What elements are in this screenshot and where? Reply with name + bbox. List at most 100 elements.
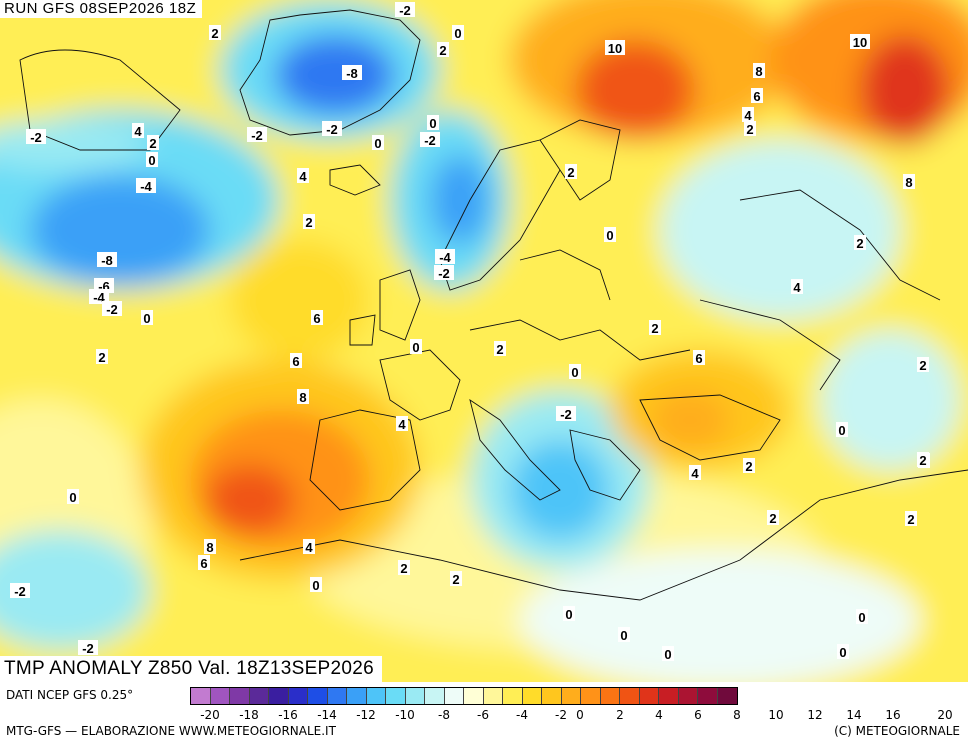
colorbar-swatch (327, 688, 347, 704)
colorbar-swatch (249, 688, 269, 704)
contour-label-bg (297, 168, 309, 183)
contour-label-bg (917, 452, 929, 467)
credit-left: MTG-GFS — ELABORAZIONE WWW.METEOGIORNALE… (6, 724, 336, 738)
contour-label: 0 (571, 365, 578, 380)
contour-label-bg (742, 107, 754, 122)
contour-label: 2 (496, 342, 503, 357)
contour-label: -2 (14, 584, 26, 599)
contour-label: 4 (793, 280, 801, 295)
colorbar-swatch (620, 688, 640, 704)
contour-label-bg (372, 135, 384, 150)
contour-label: 4 (305, 540, 313, 555)
contour-label: 4 (691, 466, 699, 481)
contour-label: 0 (620, 628, 627, 643)
contour-label-bg (10, 583, 30, 598)
contour-label-bg (427, 115, 439, 130)
colorbar-swatch (464, 688, 484, 704)
contour-label-bg (450, 571, 462, 586)
colorbar-tick-label: -2 (555, 708, 567, 722)
contour-label-bg (96, 349, 108, 364)
contour-label: -8 (101, 253, 113, 268)
contour-label-bg (767, 510, 779, 525)
contour-label: 0 (429, 116, 436, 131)
contour-label-bg (26, 129, 46, 144)
valid-time-title: TMP ANOMALY Z850 Val. 18Z13SEP2026 (0, 656, 382, 682)
colorbar-tick-label: 8 (733, 708, 741, 722)
contour-label: 0 (454, 26, 461, 41)
colorbar-swatch (425, 688, 445, 704)
contour-label: 2 (907, 512, 914, 527)
contour-label: -4 (140, 179, 152, 194)
colorbar-tick-label: -14 (317, 708, 337, 722)
contour-label: 8 (299, 390, 306, 405)
contour-label-bg (434, 265, 454, 280)
colorbar-swatch (191, 688, 211, 704)
contour-label-bg (693, 350, 705, 365)
contour-label-bg (435, 249, 455, 264)
colorbar-tick-label: -8 (438, 708, 450, 722)
contour-label: 2 (452, 572, 459, 587)
contour-label-bg (744, 121, 756, 136)
contour-label-bg (209, 25, 221, 40)
contour-label-bg (342, 65, 362, 80)
colorbar-swatch (600, 688, 620, 704)
contour-label: 0 (69, 490, 76, 505)
contour-label-bg (563, 606, 575, 621)
colorbar-tick-label: 0 (576, 708, 584, 722)
contour-label: 0 (664, 647, 671, 662)
colorbar-tick-label: 14 (846, 708, 862, 722)
contour-label: -2 (399, 3, 411, 18)
colorbar-swatch (444, 688, 464, 704)
contour-label: 0 (143, 311, 150, 326)
contour-label: 0 (148, 153, 155, 168)
contour-label: 0 (565, 607, 572, 622)
contour-label-bg (198, 555, 210, 570)
contour-label-bg (102, 301, 122, 316)
contour-label: 2 (746, 122, 753, 137)
contour-label-bg (565, 164, 577, 179)
contour-label-bg (743, 458, 755, 473)
colorbar-tick-label: 4 (655, 708, 663, 722)
contour-label-bg (132, 123, 144, 138)
contour-label: 2 (305, 215, 312, 230)
contour-label: 2 (567, 165, 574, 180)
contour-label-bg (569, 364, 581, 379)
colorbar-swatch (347, 688, 367, 704)
colorbar-swatch (210, 688, 230, 704)
contour-label: 2 (769, 511, 776, 526)
contour-label: 2 (919, 358, 926, 373)
contour-label-bg (141, 310, 153, 325)
colorbar-swatch (639, 688, 659, 704)
contour-label-bg (410, 339, 422, 354)
contour-label: 2 (745, 459, 752, 474)
contour-label-bg (396, 416, 408, 431)
contour-label: 6 (695, 351, 702, 366)
contour-label-bg (791, 279, 803, 294)
contour-label: 4 (744, 108, 752, 123)
colorbar-tick-label: 10 (768, 708, 784, 722)
contour-label-bg (398, 560, 410, 575)
data-source: DATI NCEP GFS 0.25° (6, 688, 134, 702)
colorbar-swatch (581, 688, 601, 704)
contour-label: 0 (858, 610, 865, 625)
colorbar-swatch (230, 688, 250, 704)
run-title: RUN GFS 08SEP2026 18Z (0, 0, 203, 18)
colorbar-tick-label: -20 (200, 708, 220, 722)
colorbar-swatch (503, 688, 523, 704)
contour-label-bg (290, 353, 302, 368)
contour-label: -2 (30, 130, 42, 145)
contour-label-bg (854, 235, 866, 250)
colorbar-tick-label: -16 (278, 708, 298, 722)
contour-label-bg (136, 178, 156, 193)
contour-label: -2 (424, 133, 436, 148)
contour-label: 2 (439, 43, 446, 58)
colorbar-swatch (698, 688, 718, 704)
contour-label: 2 (651, 321, 658, 336)
contour-label-bg (689, 465, 701, 480)
contour-label: 6 (200, 556, 207, 571)
contour-label: 8 (905, 175, 912, 190)
contour-label-bg (836, 422, 848, 437)
contour-label: 10 (608, 41, 622, 56)
colorbar-swatch (366, 688, 386, 704)
